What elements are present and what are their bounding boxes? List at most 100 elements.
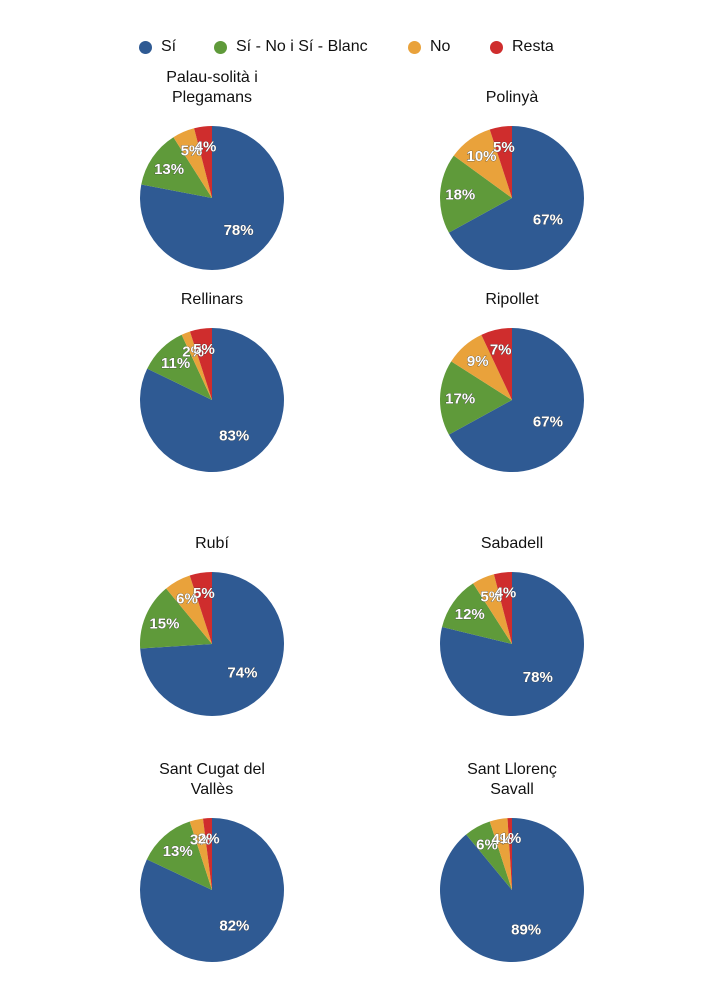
chart-title: Rubí	[62, 534, 362, 554]
pie-slice-no	[166, 575, 212, 644]
pie-label-si: 74%	[227, 665, 257, 682]
pie-slice-resta	[489, 126, 512, 198]
pie-label-no: 2%	[182, 344, 204, 361]
chart-title-line: Palau-solità i	[166, 69, 258, 86]
chart-title-line: Polinyà	[485, 89, 539, 106]
pie-slice-si-no-blanc	[140, 588, 212, 649]
chart-title: Palau-solità i Plegamans	[62, 68, 362, 108]
pie-slice-si-no-blanc	[146, 821, 212, 890]
pie-label-resta: 5%	[193, 341, 215, 358]
pie-slice-resta	[189, 328, 212, 400]
pie-label-si-no-blanc: 13%	[163, 843, 193, 860]
pie-label-si: 67%	[533, 413, 563, 430]
pie-label-si-no-blanc: 12%	[455, 606, 485, 623]
pie-slice-resta	[202, 818, 212, 890]
pie-chart-palau-solita: Palau-solità i Plegamans 78% 13% 5% 4%	[62, 66, 362, 316]
pie-slice-si	[140, 572, 284, 716]
pie-slice-si-no-blanc	[466, 821, 512, 890]
pie-slice-resta	[189, 572, 212, 644]
legend-label-si-no-blanc: Sí - No i Sí - Blanc	[236, 38, 368, 55]
pie-slice-resta	[481, 328, 512, 400]
pie-svg: 67% 17% 9%7%	[440, 328, 584, 472]
pie-chart-sabadell: Sabadell 78% 12% 5% 4%	[362, 512, 662, 762]
pie-svg: 78% 13% 5%4%	[140, 126, 284, 270]
pie-chart-rubi: Rubí 74% 15% 6% 5%	[62, 512, 362, 762]
pie-slice-no	[173, 128, 212, 198]
pie-slice-si-no-blanc	[440, 155, 512, 233]
legend-label-si: Sí	[161, 38, 177, 55]
legend-label-resta: Resta	[512, 38, 554, 55]
pie-slice-si	[140, 818, 285, 962]
pie-slice-si-no-blanc	[141, 137, 212, 198]
chart-title-line: Rellinars	[180, 291, 244, 308]
pie-label-si-no-blanc: 13%	[154, 161, 184, 178]
pie-label-resta: 1%	[500, 830, 522, 847]
chart-title-line: Savall	[490, 781, 534, 798]
pie-label-resta: 7%	[490, 341, 512, 358]
legend-item-resta: Resta	[490, 38, 554, 56]
pie-chart-rellinars: Rellinars 83% 11% 2% 5%	[62, 268, 362, 518]
pie-slice-si-no-blanc	[442, 583, 512, 644]
pie-label-si: 82%	[219, 917, 249, 934]
pie-label-no: 5%	[181, 142, 203, 159]
pie-svg: 89% 6%4%1%	[440, 818, 584, 962]
pie-svg: 82% 13%3%2%	[140, 818, 285, 962]
pie-slice-no	[451, 334, 512, 400]
pie-label-resta: 5%	[193, 585, 215, 602]
legend-swatch-resta	[490, 40, 503, 54]
pie-slice-si	[448, 328, 584, 472]
pie-slice-no	[189, 818, 212, 890]
pie-slice-si	[448, 126, 584, 270]
chart-title: Sant Llorenç Savall	[362, 760, 662, 800]
pie-label-no: 9%	[467, 353, 489, 370]
pie-slice-resta	[194, 126, 212, 198]
pie-svg: 67% 18% 10%5%	[440, 126, 584, 270]
chart-title: Rellinars	[62, 290, 362, 310]
pie-slice-si-no-blanc	[440, 361, 512, 435]
pie-chart-sant-cugat: Sant Cugat del Vallès 82% 13% 3% 2%	[62, 758, 362, 1008]
pie-label-no: 10%	[467, 148, 497, 165]
pie-label-no: 3%	[190, 831, 212, 848]
chart-title-line: Plegamans	[171, 89, 253, 106]
pie-chart-ripollet: Ripollet 67% 17% 9% 7%	[362, 268, 662, 518]
legend-label-no: No	[430, 38, 451, 55]
chart-title: Sabadell	[362, 534, 662, 554]
pie-slice-no	[181, 331, 212, 400]
pie-label-no: 4%	[491, 831, 513, 848]
pie-svg: 78% 12%5%4%	[440, 572, 584, 716]
pie-slice-resta	[507, 818, 512, 890]
pie-slice-resta	[493, 572, 512, 644]
legend-swatch-si-no-blanc	[214, 40, 227, 54]
pie-chart-sant-llorenc: Sant Llorenç Savall 89% 6% 4% 1%	[362, 758, 662, 1008]
pie-label-si-no-blanc: 6%	[476, 837, 498, 854]
pie-label-resta: 4%	[495, 585, 517, 602]
chart-title: Polinyà	[362, 88, 662, 108]
pie-label-si: 78%	[224, 222, 254, 239]
chart-title-line: Sant Cugat del	[159, 761, 265, 778]
pie-label-no: 6%	[176, 591, 198, 608]
pie-label-si: 89%	[511, 921, 541, 938]
pie-label-si-no-blanc: 18%	[445, 187, 475, 204]
chart-title-line: Vallès	[190, 781, 234, 798]
chart-title-line: Rubí	[195, 535, 229, 552]
pie-svg: 83% 11%2%5%	[140, 328, 284, 472]
pie-label-si: 67%	[533, 211, 563, 228]
pie-label-si-no-blanc: 11%	[161, 355, 190, 372]
pie-chart-polinya: Polinyà 67% 18% 10% 5%	[362, 66, 662, 316]
pie-svg: 74% 15% 6%5%	[140, 572, 284, 716]
pie-label-no: 5%	[480, 589, 502, 606]
legend-swatch-si	[139, 40, 152, 54]
legend-item-no: No	[408, 38, 450, 56]
chart-title-line: Ripollet	[485, 291, 539, 308]
pie-slice-no	[489, 818, 512, 890]
pie-slice-no	[453, 129, 512, 198]
legend-swatch-no	[408, 40, 421, 54]
chart-title: Ripollet	[362, 290, 662, 310]
pie-label-resta: 5%	[493, 139, 515, 156]
legend-item-si-no-blanc: Sí - No i Sí - Blanc	[214, 38, 368, 56]
pie-label-si: 78%	[523, 669, 553, 686]
pie-label-si-no-blanc: 15%	[149, 615, 179, 632]
legend-item-si: Sí	[139, 38, 176, 56]
pie-slice-si-no-blanc	[147, 334, 212, 400]
chart-legend: Sí Sí - No i Sí - Blanc No Resta	[0, 38, 709, 62]
